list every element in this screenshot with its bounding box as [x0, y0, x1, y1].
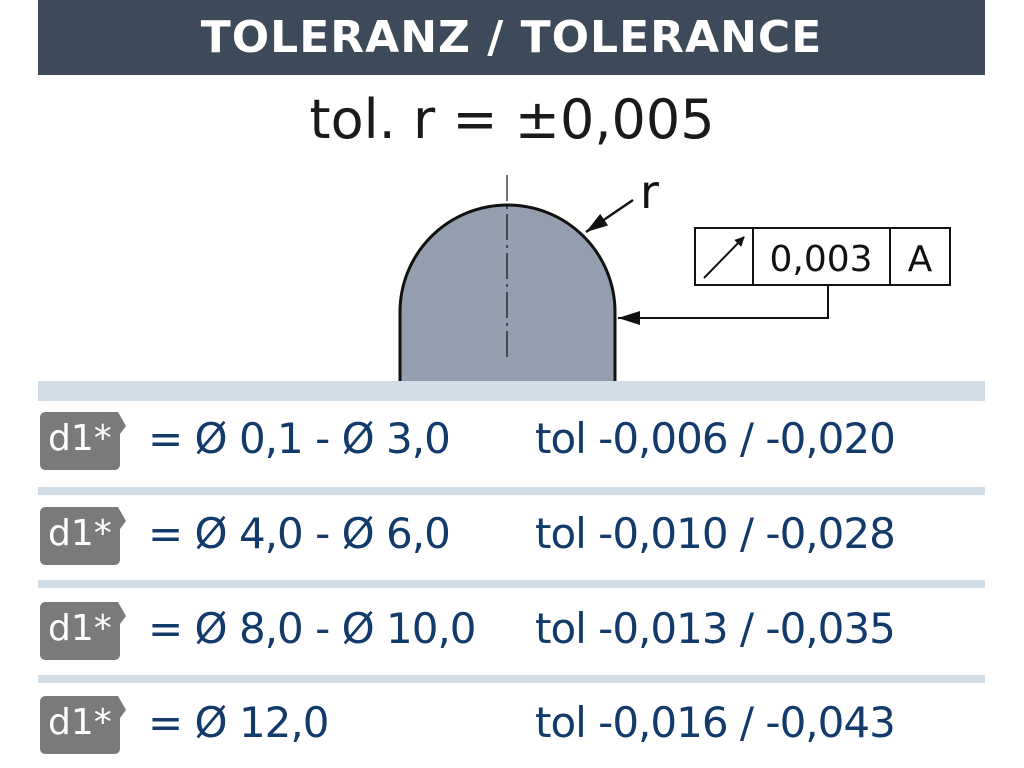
- separator: [38, 487, 985, 495]
- radius-arrow: [585, 198, 634, 234]
- d1-badge: d1*: [40, 602, 126, 660]
- tolerance-value: tol -0,013 / -0,035: [535, 604, 896, 653]
- tolerance-value: tol -0,010 / -0,028: [535, 509, 896, 558]
- circular-runout-icon: [703, 236, 745, 279]
- diameter-range: = Ø 8,0 - Ø 10,0: [148, 604, 477, 653]
- d1-badge: d1*: [40, 412, 126, 470]
- tolerance-row: d1* = Ø 12,0 tol -0,016 / -0,043: [40, 696, 985, 756]
- leader-line: [618, 285, 829, 325]
- d1-badge: d1*: [40, 507, 126, 565]
- diameter-range: = Ø 0,1 - Ø 3,0: [148, 414, 451, 463]
- radius-tolerance-formula: tol. r = ±0,005: [309, 88, 715, 151]
- tolerance-row: d1* = Ø 8,0 - Ø 10,0 tol -0,013 / -0,035: [40, 602, 985, 662]
- separator: [38, 381, 985, 401]
- tolerance-value: 0,003: [769, 239, 872, 280]
- diameter-range: = Ø 12,0: [148, 698, 329, 747]
- technical-drawing: r 0,003 A: [398, 165, 951, 382]
- datum-label: A: [908, 239, 933, 280]
- separator: [38, 675, 985, 683]
- tolerance-row: d1* = Ø 0,1 - Ø 3,0 tol -0,006 / -0,020: [40, 412, 985, 472]
- tolerance-value: tol -0,006 / -0,020: [535, 414, 896, 463]
- tolerance-value: tol -0,016 / -0,043: [535, 698, 896, 747]
- d1-badge: d1*: [40, 696, 126, 754]
- feature-control-frame: 0,003 A: [694, 227, 951, 286]
- diameter-range: = Ø 4,0 - Ø 6,0: [148, 509, 451, 558]
- page-title: TOLERANZ / TOLERANCE: [38, 0, 985, 75]
- radius-label: r: [640, 165, 659, 219]
- tolerance-row: d1* = Ø 4,0 - Ø 6,0 tol -0,010 / -0,028: [40, 507, 985, 567]
- separator: [38, 580, 985, 588]
